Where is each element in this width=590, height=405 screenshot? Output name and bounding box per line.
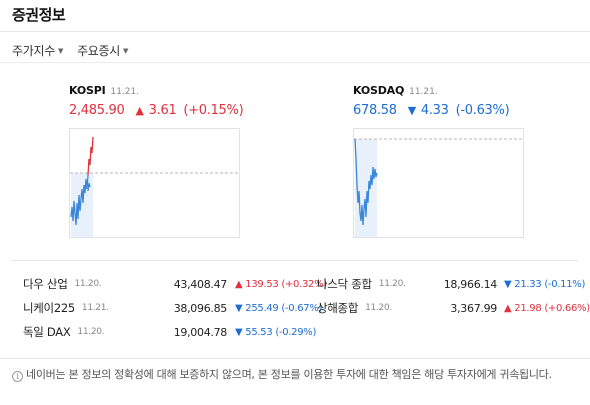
world-index-name: 상해종합: [317, 301, 359, 315]
world-index-date: 11.20.: [74, 279, 102, 289]
world-index-row[interactable]: 니케이225 11.21. 38,096.85 ▼ 255.49 (-0.67%…: [23, 300, 322, 316]
down-arrow-icon: ▼: [235, 326, 243, 338]
world-index-value: 18,966.14: [443, 277, 498, 291]
index-value: 678.58: [353, 103, 397, 118]
world-index-change: ▼ 55.53 (-0.29%): [235, 326, 317, 338]
section-title: 증권정보: [12, 6, 66, 24]
index-kosdaq[interactable]: KOSDAQ 11.21. 678.58 ▼ 4.33 (-0.63%): [353, 84, 510, 118]
index-value: 2,485.90: [69, 103, 125, 118]
kospi-chart-svg: [70, 136, 239, 237]
world-index-date: 11.20.: [378, 279, 406, 289]
divider: [12, 260, 578, 261]
index-date: 11.21.: [110, 87, 140, 97]
tab-label: 주가지수: [12, 44, 55, 58]
world-index-change: ▼ 21.33 (-0.11%): [504, 278, 586, 290]
world-index-row[interactable]: 상해종합 11.20. 3,367.99 ▲ 21.98 (+0.66%): [317, 300, 590, 316]
world-index-row[interactable]: 독일 DAX 11.20. 19,004.78 ▼ 55.53 (-0.29%): [23, 324, 316, 340]
tab-major-markets[interactable]: 주요증시 ▼: [77, 42, 128, 59]
index-date: 11.21.: [409, 87, 438, 97]
world-index-value: 3,367.99: [450, 301, 497, 315]
world-index-name: 니케이225: [23, 301, 75, 315]
kosdaq-chart-svg: [354, 138, 523, 237]
index-kospi[interactable]: KOSPI 11.21. 2,485.90 ▲ 3.61 (+0.15%): [69, 84, 244, 118]
index-name: KOSPI: [69, 84, 106, 97]
world-index-name: 독일 DAX: [23, 325, 71, 339]
world-index-value: 38,096.85: [173, 301, 228, 315]
index-change-percent: (+0.15%): [183, 103, 244, 118]
world-index-value: 19,004.78: [173, 325, 228, 339]
world-index-date: 11.21.: [81, 303, 109, 313]
index-change-percent: (-0.63%): [455, 103, 510, 118]
tab-stock-index[interactable]: 주가지수 ▼: [12, 42, 63, 59]
down-arrow-icon: ▼: [235, 302, 243, 314]
chart-line-down: [354, 138, 378, 226]
world-index-row[interactable]: 다우 산업 11.20. 43,408.47 ▲ 139.53 (+0.32%): [23, 276, 327, 292]
kosdaq-chart[interactable]: [353, 128, 524, 238]
up-arrow-icon: ▲: [504, 302, 512, 314]
tab-bar: 주가지수 ▼ 주요증시 ▼: [12, 42, 128, 59]
index-change: 3.61: [148, 103, 177, 118]
divider: [0, 358, 590, 359]
chart-line-down: [70, 174, 89, 226]
chart-line-down: [87, 182, 91, 192]
divider: [0, 31, 590, 32]
up-arrow-icon: ▲: [135, 104, 144, 117]
divider: [0, 62, 590, 63]
disclaimer-text: 네이버는 본 정보의 정확성에 대해 보증하지 않으며, 본 정보를 이용한 투…: [26, 368, 552, 381]
world-index-value: 43,408.47: [173, 277, 228, 291]
world-index-change: ▼ 255.49 (-0.67%): [235, 302, 323, 314]
world-index-name: 다우 산업: [23, 277, 68, 291]
kospi-chart[interactable]: [69, 128, 240, 238]
index-change: 4.33: [420, 103, 449, 118]
tab-label: 주요증시: [77, 44, 121, 58]
index-name: KOSDAQ: [353, 84, 405, 97]
chevron-down-icon: ▼: [57, 47, 64, 55]
world-index-row[interactable]: 나스닥 종합 11.20. 18,966.14 ▼ 21.33 (-0.11%): [317, 276, 587, 292]
down-arrow-icon: ▼: [504, 278, 512, 290]
up-arrow-icon: ▲: [235, 278, 243, 290]
world-index-date: 11.20.: [365, 303, 392, 313]
world-index-change: ▲ 139.53 (+0.32%): [235, 278, 327, 290]
down-arrow-icon: ▼: [407, 104, 416, 117]
disclaimer: i 네이버는 본 정보의 정확성에 대해 보증하지 않으며, 본 정보를 이용한 …: [12, 367, 582, 382]
chart-line-up: [87, 136, 94, 176]
chart-area-fill: [355, 139, 377, 237]
chevron-down-icon: ▼: [123, 47, 129, 55]
info-icon: i: [12, 371, 23, 382]
world-index-change: ▲ 21.98 (+0.66%): [504, 302, 590, 314]
world-index-name: 나스닥 종합: [317, 277, 372, 291]
world-index-date: 11.20.: [77, 327, 105, 337]
